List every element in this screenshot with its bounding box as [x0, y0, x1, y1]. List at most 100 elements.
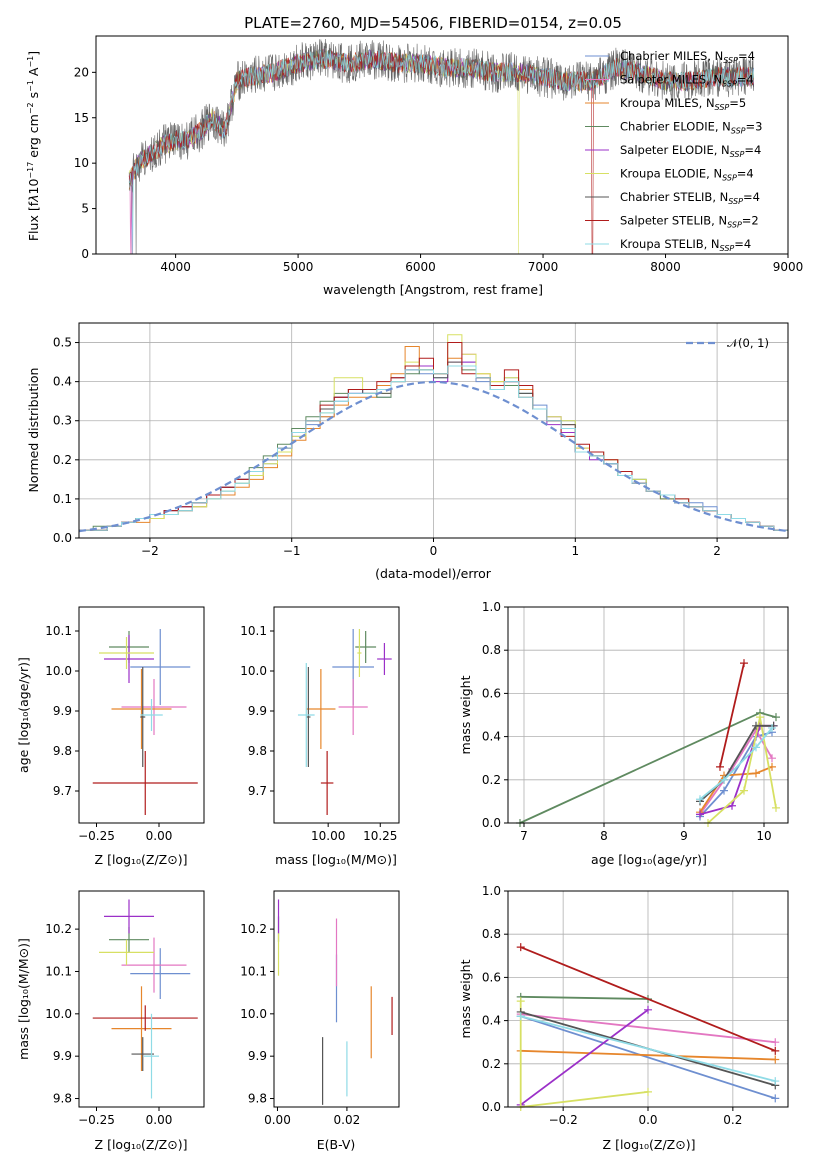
mass-vs-ebv-panel: 0.00 0.02 9.8 9.9 10.0 10.1 10.2: [240, 890, 400, 1127]
y-tick-label: 0.0: [53, 531, 72, 545]
x-tick-label: 9000: [773, 260, 804, 274]
y-tick-label: 9.8: [248, 1092, 267, 1106]
legend-entry: Salpeter ELODIE, NSSP=4: [620, 143, 761, 159]
legend-subscript: SSP: [715, 103, 730, 112]
legend-subscript: SSP: [727, 221, 742, 230]
data-marker: [752, 769, 760, 778]
spectrum-xlabel: wavelength [Angstrom, rest frame]: [323, 282, 543, 297]
mass-z-ylabel: mass [log₁₀(M/M⊙)]: [16, 938, 31, 1060]
spectrum-line: [128, 49, 754, 255]
mw-z-ylabel: mass weight: [458, 959, 473, 1038]
data-marker: [720, 775, 728, 784]
y-tick-label: 0.0: [482, 1100, 501, 1114]
data-marker: [752, 743, 760, 752]
figure-title: PLATE=2760, MJD=54506, FIBERID=0154, z=0…: [244, 14, 622, 32]
legend-entry: Kroupa STELIB, NSSP=4: [620, 237, 751, 253]
y-tick-label: 10.1: [45, 964, 72, 978]
legend-count: =4: [734, 237, 751, 251]
axes-frame: [78, 890, 205, 1108]
y-tick-label: 0.6: [482, 686, 501, 700]
massweight-vs-age-panel: 7 8 9 10 0.0 0.2 0.4 0.6 0.8 1.0: [482, 600, 789, 843]
data-marker: [772, 803, 780, 812]
massweight-line: [520, 1015, 776, 1100]
data-marker: [720, 786, 728, 795]
x-tick-label: 10.25: [363, 829, 397, 843]
legend-subscript: SSP: [723, 56, 738, 65]
data-marker: [728, 801, 736, 810]
y-tick-label: 9.9: [248, 1049, 267, 1063]
y-tick-label: 20: [74, 65, 89, 79]
x-tick-label: 0.00: [264, 1113, 291, 1127]
y-tick-label: 0.3: [53, 414, 72, 428]
y-tick-label: 0.2: [482, 1057, 501, 1071]
y-tick-label: 0.2: [482, 773, 501, 787]
y-tick-label: 10.0: [240, 1007, 267, 1021]
data-marker: [771, 1038, 780, 1047]
legend-count: =4: [743, 190, 760, 204]
legend-subscript: SSP: [728, 197, 743, 206]
data-marker: [756, 713, 764, 722]
x-tick-label: 0: [430, 544, 438, 558]
legend-entry: Salpeter MILES, NSSP=4: [620, 73, 754, 89]
legend-count: =4: [737, 73, 754, 87]
y-tick-label: 0.8: [482, 927, 501, 941]
x-tick-label: 4000: [160, 260, 191, 274]
y-tick-label: 0.4: [482, 1014, 501, 1028]
mass-z-xlabel: Z [log₁₀(Z/Z⊙)]: [95, 1137, 188, 1152]
age-vs-metallicity-panel: −0.25 0.00 9.7 9.8 9.9 10.0 10.1: [45, 606, 205, 843]
legend-entry: Chabrier MILES, NSSP=4: [620, 49, 755, 65]
y-tick-label: 5: [81, 202, 89, 216]
y-tick-label: 0.5: [53, 336, 72, 350]
legend-count: =2: [742, 214, 759, 228]
massweight-line: [699, 765, 773, 813]
y-tick-label: 10.2: [45, 922, 72, 936]
x-tick-label: 0.0: [638, 1113, 657, 1127]
mass-ebv-xlabel: E(B-V): [317, 1137, 356, 1152]
axes-frame: [273, 890, 400, 1108]
y-tick-label: 9.7: [53, 784, 72, 798]
x-tick-label: 1: [571, 544, 579, 558]
y-tick-label: 10.0: [240, 664, 267, 678]
x-tick-label: 9: [680, 829, 688, 843]
y-tick-label: 0.6: [482, 970, 501, 984]
legend-subscript: SSP: [722, 80, 737, 89]
data-marker: [771, 1055, 780, 1064]
residuals-panel: −2 −1 0 1 2 0.0 0.1 0.2 0.3 0.4 0.5 𝒩(0, 1): [53, 322, 789, 558]
x-tick-label: −1: [283, 544, 301, 558]
axes-frame: [507, 890, 789, 1108]
y-tick-label: 0.2: [53, 453, 72, 467]
x-tick-label: 5000: [283, 260, 314, 274]
massweight-vs-metallicity-panel: −0.2 0.0 0.2 0.0 0.2 0.4 0.6 0.8 1.0: [482, 884, 789, 1127]
massweight-line: [520, 1015, 776, 1082]
spectrum-line: [128, 38, 754, 255]
y-tick-label: 9.8: [53, 744, 72, 758]
axes-frame: [95, 35, 789, 255]
y-tick-label: 10.0: [45, 1007, 72, 1021]
y-tick-label: 10.2: [240, 922, 267, 936]
legend-entry: 𝒩(0, 1): [727, 336, 769, 350]
spectrum-ylabel: Flux [fλ10−17 erg cm−2 s−1 A−1]: [26, 51, 41, 241]
x-tick-label: 0.02: [334, 1113, 361, 1127]
massweight-line: [707, 717, 777, 824]
mw-age-ylabel: mass weight: [458, 675, 473, 754]
y-tick-label: 0.4: [482, 730, 501, 744]
x-tick-label: 7000: [528, 260, 559, 274]
data-marker: [716, 762, 724, 771]
y-tick-label: 0.1: [53, 492, 72, 506]
age-vs-mass-panel: 10.00 10.25 9.7 9.8 9.9 10.0 10.1: [240, 606, 400, 843]
massweight-line: [699, 727, 773, 800]
x-tick-label: 0.2: [723, 1113, 742, 1127]
axes-frame: [78, 322, 789, 539]
data-marker: [771, 1094, 780, 1103]
legend-subscript: SSP: [731, 127, 746, 136]
legend-entry: Salpeter STELIB, NSSP=2: [620, 214, 759, 230]
axes-frame: [78, 606, 205, 824]
data-marker: [644, 1087, 652, 1096]
spectrum-panel: 4000 5000 6000 7000 8000 9000 0 5 10 15 20 Chabrier…: [74, 35, 804, 274]
legend-subscript: SSP: [720, 244, 735, 253]
y-tick-label: 9.8: [248, 744, 267, 758]
mw-z-xlabel: Z [log₁₀(Z/Z⊙)]: [603, 1137, 696, 1152]
x-tick-label: 6000: [405, 260, 436, 274]
legend-count: =3: [746, 120, 763, 134]
y-tick-label: 10: [74, 156, 89, 170]
